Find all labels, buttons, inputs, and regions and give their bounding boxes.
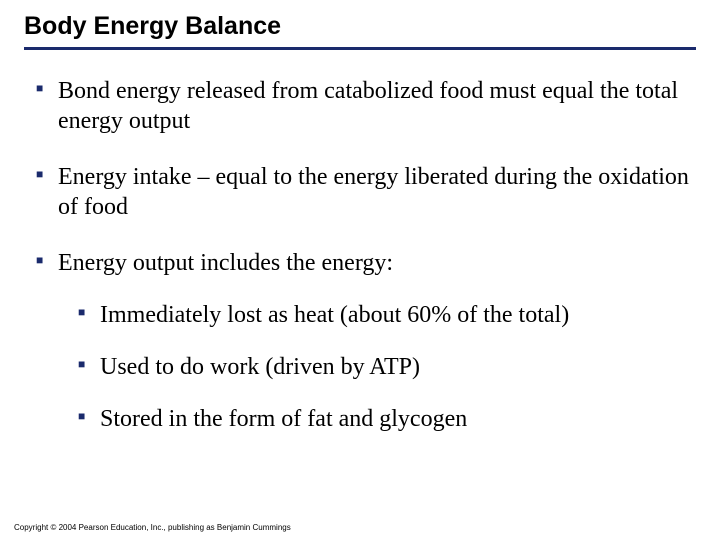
bullet-text: Immediately lost as heat (about 60% of t… (100, 302, 569, 328)
list-item: Energy intake – equal to the energy libe… (36, 162, 696, 222)
list-item: Stored in the form of fat and glycogen (78, 404, 696, 434)
copyright-text: Copyright © 2004 Pearson Education, Inc.… (14, 523, 291, 532)
page-title: Body Energy Balance (24, 12, 696, 47)
bullet-text: Bond energy released from catabolized fo… (58, 78, 678, 134)
bullet-text: Energy output includes the energy: (58, 250, 393, 276)
sub-bullet-list: Immediately lost as heat (about 60% of t… (58, 300, 696, 434)
slide-content: Bond energy released from catabolized fo… (24, 76, 696, 434)
list-item: Used to do work (driven by ATP) (78, 352, 696, 382)
bullet-text: Stored in the form of fat and glycogen (100, 406, 467, 432)
bullet-list: Bond energy released from catabolized fo… (28, 76, 696, 434)
list-item: Immediately lost as heat (about 60% of t… (78, 300, 696, 330)
bullet-text: Used to do work (driven by ATP) (100, 354, 420, 380)
list-item: Energy output includes the energy: Immed… (36, 248, 696, 434)
bullet-text: Energy intake – equal to the energy libe… (58, 164, 689, 220)
slide: Body Energy Balance Bond energy released… (0, 0, 720, 540)
title-underline (24, 47, 696, 50)
list-item: Bond energy released from catabolized fo… (36, 76, 696, 136)
